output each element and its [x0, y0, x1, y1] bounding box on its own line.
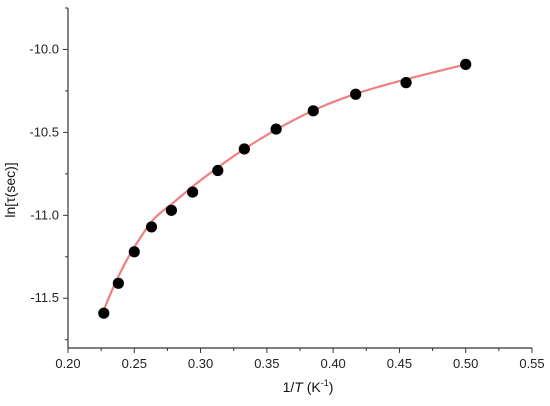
data-point — [350, 88, 362, 100]
x-tick-label: 0.55 — [519, 356, 544, 371]
data-point — [98, 307, 110, 319]
data-point — [400, 77, 412, 89]
x-axis-label-var: T — [294, 379, 304, 395]
x-axis-label-exp: -1 — [321, 378, 329, 388]
data-point — [238, 143, 250, 155]
x-tick-label: 0.45 — [387, 356, 412, 371]
x-axis-label-unit: (K — [303, 379, 322, 395]
data-point — [270, 123, 282, 135]
x-tick-label: 0.40 — [320, 356, 345, 371]
data-point — [145, 221, 158, 233]
x-axis-label-prefix: 1/ — [283, 379, 295, 395]
plot-area — [98, 58, 472, 319]
data-point — [128, 246, 140, 258]
x-axis-ticks: 0.20 0.25 0.30 0.35 0.40 0.45 0.50 0.55 — [55, 348, 545, 371]
y-tick-label: -10.0 — [29, 41, 59, 56]
data-point — [212, 164, 224, 177]
fit-curve — [102, 63, 466, 311]
x-tick-label: 0.25 — [122, 356, 147, 371]
x-axis-label-close: ) — [329, 379, 334, 395]
data-point — [460, 58, 472, 70]
data-point — [112, 277, 124, 289]
y-axis-ticks: -10.0 -10.5 -11.0 -11.5 — [29, 7, 68, 341]
x-axis-label: 1/T (K-1) — [283, 378, 334, 395]
y-tick-label: -10.5 — [29, 124, 59, 139]
data-point — [187, 186, 199, 198]
data-point — [307, 105, 319, 117]
x-tick-label: 0.35 — [254, 356, 279, 371]
x-tick-label: 0.50 — [453, 356, 478, 371]
x-tick-label: 0.30 — [188, 356, 213, 371]
x-tick-label: 0.20 — [55, 356, 80, 371]
y-axis-label: ln[τ(sec)] — [2, 162, 18, 217]
data-point — [165, 204, 178, 216]
y-tick-label: -11.0 — [30, 207, 59, 222]
y-tick-label: -11.5 — [30, 290, 59, 305]
